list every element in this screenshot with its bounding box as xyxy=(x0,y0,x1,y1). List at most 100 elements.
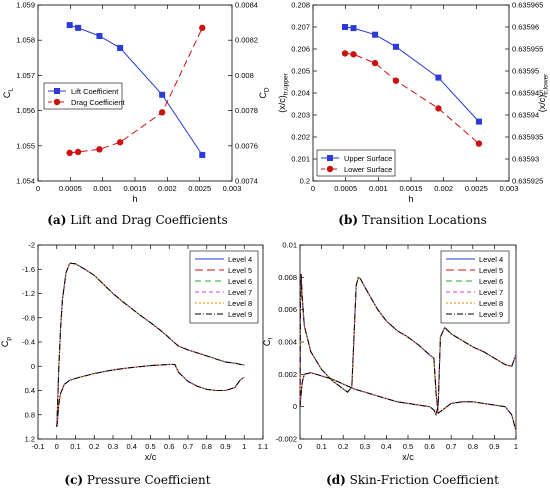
legend-marker-b-1 xyxy=(326,165,334,173)
legend-label-d-4: Level 8 xyxy=(479,299,503,308)
xtick-label-b: 0.001 xyxy=(369,184,388,193)
xtick-label-d: 0.4 xyxy=(381,442,391,451)
data-point-a-1 xyxy=(96,146,103,153)
curve-d-1-level-4 xyxy=(299,326,517,417)
curve-c-1-level-4 xyxy=(56,363,245,427)
data-point-a-1 xyxy=(116,139,124,146)
legend-label-c-4: Level 8 xyxy=(228,299,252,308)
curve-d-1-level-5 xyxy=(299,326,517,417)
ylabel-a: CL xyxy=(2,88,15,99)
xtick-label-d: 0.6 xyxy=(424,442,434,451)
ytick-label-a: 1.058 xyxy=(16,36,35,45)
legend-label-c-3: Level 7 xyxy=(228,288,252,297)
legend-label-b-1: Lower Surface xyxy=(344,165,392,174)
ytick-label-d: 0.002 xyxy=(278,370,297,379)
data-point-a-1 xyxy=(158,109,166,116)
svg-text:(x/c)tr,lower: (x/c)tr,lower xyxy=(537,73,550,112)
xtick-label-a: 0 xyxy=(36,184,40,193)
data-point-b-1 xyxy=(341,50,349,57)
data-point-b-0 xyxy=(392,43,399,50)
legend-box-c xyxy=(189,250,259,324)
data-point-b-1 xyxy=(392,77,400,84)
ylabel-d: Cf xyxy=(262,338,275,347)
data-point-a-0 xyxy=(117,44,124,51)
curve-c-1-level-5 xyxy=(56,363,245,427)
data-point-b-1 xyxy=(475,140,483,147)
data-point-b-0 xyxy=(372,31,379,38)
xtick-label-d: 0.8 xyxy=(468,442,478,451)
ylabel-c: Cp xyxy=(0,337,13,348)
svg-text:(x/c)tr,upper: (x/c)tr,upper xyxy=(277,72,290,112)
xtick-label-a: 0.002 xyxy=(158,184,177,193)
curve-c-1-level-1 xyxy=(56,363,245,427)
xlabel-a: h xyxy=(132,194,137,204)
series-line-b-0 xyxy=(344,26,480,122)
data-point-a-0 xyxy=(75,24,82,31)
xtick-label-c: -0.1 xyxy=(32,442,45,451)
ytick-label-b: 0.205 xyxy=(291,67,310,76)
ytick-label-b: 0.208 xyxy=(291,1,310,10)
xlabel-d: x/c xyxy=(402,452,414,462)
xtick-label-c: 0.9 xyxy=(220,442,230,451)
data-point-b-0 xyxy=(350,25,357,32)
curve-c-0-level-4 xyxy=(56,262,245,427)
y2tick-label-b: 0.635965 xyxy=(512,1,543,10)
y2tick-label-a: 0.0084 xyxy=(235,1,258,10)
curve-d-1-level-2 xyxy=(299,326,517,417)
y2tick-label-b: 0.63593 xyxy=(512,155,539,164)
caption-d-text: Skin-Friction Coefficient xyxy=(349,473,499,487)
xtick-label-c: 0.7 xyxy=(183,442,193,451)
caption-c-label: (c) xyxy=(64,473,84,487)
data-point-b-1 xyxy=(350,51,357,58)
xtick-label-c: 1.1 xyxy=(258,442,268,451)
legend-label-c-1: Level 5 xyxy=(228,266,252,275)
data-point-b-1 xyxy=(371,59,379,67)
ytick-label-a: 1.059 xyxy=(16,1,35,10)
ytick-label-c: -2 xyxy=(28,241,35,250)
y2label-b: (x/c)tr,lower xyxy=(537,73,550,112)
curve-d-0-level-5 xyxy=(299,274,517,432)
svg-text:Cf: Cf xyxy=(262,338,275,347)
y2tick-label-b: 0.63596 xyxy=(512,23,539,32)
ytick-label-c: 0.8 xyxy=(25,410,35,419)
data-point-b-0 xyxy=(342,24,349,30)
data-point-b-0 xyxy=(435,74,442,81)
xtick-label-a: 0.0025 xyxy=(188,184,211,193)
y2tick-label-b: 0.63594 xyxy=(512,111,539,120)
ytick-label-b: 0.202 xyxy=(291,133,310,142)
caption-c-text: Pressure Coefficient xyxy=(86,473,211,487)
xtick-label-d: 0.9 xyxy=(489,442,499,451)
y2tick-label-b: 0.635945 xyxy=(512,89,543,98)
xlabel-c: x/c xyxy=(145,452,157,462)
xtick-label-a: 0.0005 xyxy=(59,184,82,193)
y2tick-label-a: 0.0078 xyxy=(235,106,258,115)
xtick-label-b: 0.003 xyxy=(500,184,519,193)
legend-box-d xyxy=(440,250,510,324)
legend-label-c-0: Level 4 xyxy=(228,255,252,264)
ytick-label-d: 0.01 xyxy=(282,241,297,250)
ytick-label-c: -1.6 xyxy=(22,265,35,274)
curve-c-1-level-0 xyxy=(56,363,245,427)
y2tick-label-b: 0.635935 xyxy=(512,133,543,142)
xtick-label-c: 0.4 xyxy=(127,442,137,451)
xtick-label-b: 0 xyxy=(311,184,315,193)
xtick-label-b: 0.0005 xyxy=(334,184,357,193)
xtick-label-b: 0.0025 xyxy=(465,184,488,193)
ytick-label-c: -0.8 xyxy=(22,313,35,322)
ytick-label-a: 1.056 xyxy=(16,106,35,115)
curve-d-1-level-1 xyxy=(299,326,517,417)
xtick-label-d: 0.2 xyxy=(338,442,348,451)
data-point-a-0 xyxy=(159,91,166,98)
ytick-label-d: -0.002 xyxy=(276,435,297,444)
data-point-b-0 xyxy=(475,118,482,125)
ytick-label-d: 0.006 xyxy=(278,305,297,314)
caption-a-text: Lift and Drag Coefficients xyxy=(70,213,228,227)
xtick-label-c: 0 xyxy=(55,442,59,451)
ytick-label-a: 1.057 xyxy=(16,71,35,80)
ytick-label-b: 0.206 xyxy=(291,45,310,54)
y2tick-label-a: 0.0074 xyxy=(235,177,258,186)
caption-b-text: Transition Locations xyxy=(361,213,487,227)
ytick-label-b: 0.2 xyxy=(300,177,310,186)
legend-label-d-5: Level 9 xyxy=(479,310,503,319)
y2tick-label-b: 0.63595 xyxy=(512,67,539,76)
